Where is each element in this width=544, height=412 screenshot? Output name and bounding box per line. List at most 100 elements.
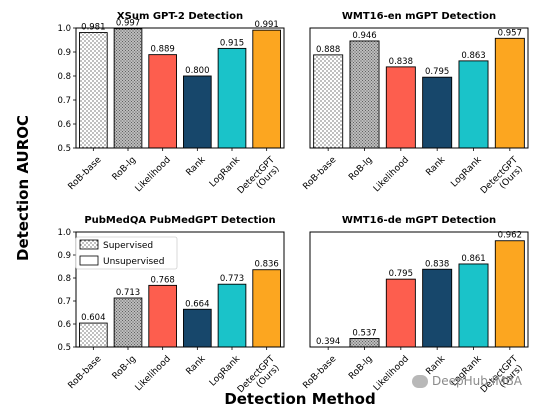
bar-likelihood (148, 284, 177, 348)
y-tick-label: 0.9 (57, 251, 71, 261)
data-label-likelihood: 0.768 (150, 275, 174, 285)
figure-xlabel: Detection Method (224, 390, 375, 408)
x-tick-label-line: Likelihood (372, 354, 411, 393)
data-label-rob-lg: 0.997 (116, 19, 140, 29)
y-tick-label: 0.9 (57, 48, 71, 58)
bar-rob-lg (113, 297, 143, 348)
data-label-likelihood: 0.889 (150, 45, 174, 55)
x-tick-label-line: RoB-base (67, 155, 104, 192)
data-label-detectgpt: 0.836 (254, 260, 278, 270)
chart-panel-2: WMT16-en mGPT Detection 0.888 RoB-base 0.94… (301, 11, 529, 203)
x-tick-label-line: Rank (424, 155, 448, 179)
x-tick-label-rob-base: RoB-base (301, 155, 338, 192)
plot-frame (309, 231, 529, 348)
data-label-detectgpt: 0.962 (498, 231, 522, 241)
bar-rob-base (79, 322, 108, 348)
y-tick-label: 1.0 (57, 228, 71, 238)
x-tick-label-logrank: LogRank (449, 155, 484, 190)
x-tick-label-line: RoB-base (67, 354, 104, 391)
x-tick-label-likelihood: Likelihood (372, 354, 411, 393)
x-tick-label-line: Likelihood (134, 354, 173, 393)
data-label-rob-lg: 0.946 (352, 31, 376, 41)
bar-detectgpt (252, 29, 281, 149)
data-label-rob-lg: 0.537 (352, 328, 376, 338)
x-tick-label-likelihood: Likelihood (134, 354, 173, 393)
plot-frame (75, 27, 285, 149)
x-tick-label-detectgpt: DetectGPT(Ours) (479, 155, 527, 203)
x-tick-label-line: Rank (185, 354, 209, 378)
bar-detectgpt (494, 240, 525, 348)
bar-detectgpt (494, 37, 525, 149)
x-tick-label-line: Rank (185, 155, 209, 179)
bar-logrank (458, 60, 489, 149)
bar-rank (422, 76, 453, 149)
y-tick-label: 0.7 (57, 96, 71, 106)
bar-detectgpt (252, 269, 281, 348)
y-tick-label: 0.7 (57, 297, 71, 307)
x-tick-label-rob-base: RoB-base (67, 155, 104, 192)
data-label-logrank: 0.861 (461, 254, 485, 264)
x-tick-label-line: RoB-base (301, 354, 338, 391)
x-tick-label-line: LogRank (208, 155, 243, 190)
data-label-logrank: 0.915 (220, 38, 244, 48)
y-tick-label: 0.6 (57, 120, 71, 130)
y-tick-label: 0.5 (57, 343, 71, 353)
plot-frame (309, 27, 529, 149)
legend: Supervised Unsupervised (75, 236, 178, 270)
bar-rob-lg (113, 28, 143, 149)
data-label-rob-base: 0.604 (81, 313, 105, 323)
wechat-icon (412, 374, 428, 388)
x-tick-label-line: RoB-base (301, 155, 338, 192)
x-tick-label-line: RoB-lg (347, 155, 375, 183)
figure-ylabel: Detection AUROC (14, 115, 32, 261)
x-tick-label-likelihood: Likelihood (372, 155, 411, 194)
chart-title: WMT16-de mGPT Detection (342, 215, 496, 226)
x-tick-label-rob-lg: RoB-lg (111, 354, 139, 382)
bar-likelihood (385, 278, 416, 348)
x-tick-label-logrank: LogRank (208, 155, 243, 190)
watermark-text: DeepHub IMBA (432, 374, 523, 388)
data-label-likelihood: 0.795 (389, 269, 413, 279)
y-tick-label: 0.8 (57, 72, 71, 82)
chart-title: PubMedQA PubMedGPT Detection (84, 215, 275, 226)
watermark: DeepHub IMBA (412, 374, 522, 388)
bar-logrank (458, 263, 489, 348)
data-label-rank: 0.800 (185, 66, 209, 76)
y-tick-label: 0.6 (57, 320, 71, 330)
x-tick-label-line: Likelihood (134, 155, 173, 194)
bar-logrank (217, 47, 247, 149)
legend-frame (75, 236, 178, 270)
data-label-rob-lg: 0.713 (116, 288, 140, 298)
bar-rank (422, 268, 453, 348)
bar-logrank (217, 283, 247, 348)
data-label-rob-base: 0.888 (316, 45, 340, 55)
x-tick-label-line: LogRank (208, 354, 243, 389)
x-tick-label-line: LogRank (449, 155, 484, 190)
data-label-rank: 0.664 (185, 299, 209, 309)
bar-rob-lg (349, 338, 380, 348)
chart-panel-1: XSum GPT-2 Detection 0.5 0.6 0.7 0.8 0.9 1.0 0.… (57, 11, 285, 196)
x-tick-label-rob-lg: RoB-lg (347, 354, 375, 382)
x-tick-label-line: RoB-lg (111, 155, 139, 183)
legend-swatch-supervised (79, 239, 99, 250)
x-tick-label-line: Likelihood (372, 155, 411, 194)
data-label-rank: 0.838 (425, 259, 449, 269)
chart-panels: XSum GPT-2 Detection 0.5 0.6 0.7 0.8 0.9 1.0 0.… (57, 11, 529, 395)
chart-title: XSum GPT-2 Detection (117, 11, 243, 22)
chart-title: WMT16-en mGPT Detection (342, 11, 496, 22)
x-tick-label-likelihood: Likelihood (134, 155, 173, 194)
x-tick-label-line: RoB-lg (111, 354, 139, 382)
chart-panel-3: PubMedQA PubMedGPT Detection 0.5 0.6 0.7 0.8… (57, 215, 285, 395)
y-tick-label: 0.5 (57, 144, 71, 154)
plot-frame (75, 231, 285, 348)
y-tick-label: 1.0 (57, 24, 71, 34)
data-label-rob-base: 0.394 (316, 337, 340, 347)
x-tick-label-rank: Rank (424, 155, 448, 179)
legend-label-supervised: Supervised (103, 241, 153, 251)
x-tick-label-rob-base: RoB-base (301, 354, 338, 391)
data-label-likelihood: 0.838 (389, 57, 413, 67)
legend-swatch-unsupervised (79, 255, 99, 266)
x-tick-label-rank: Rank (185, 354, 209, 378)
x-tick-label-logrank: LogRank (208, 354, 243, 389)
